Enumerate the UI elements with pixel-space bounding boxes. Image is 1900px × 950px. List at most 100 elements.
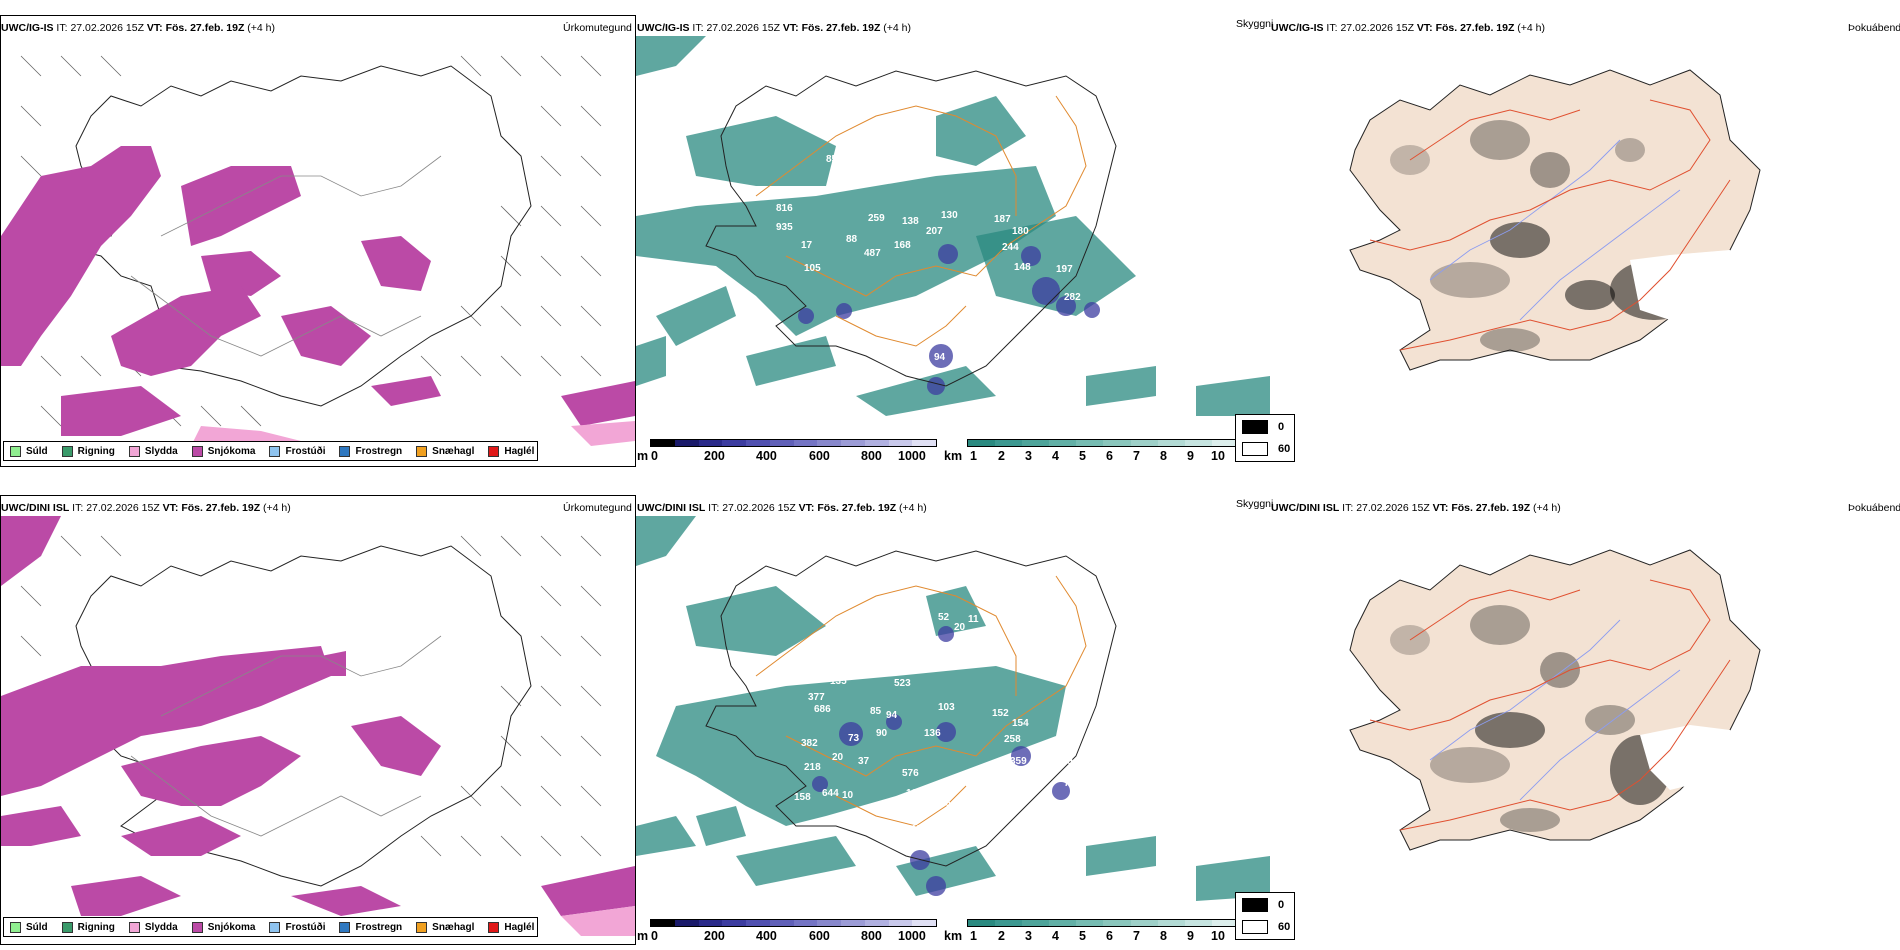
height-label: 377 (808, 692, 825, 703)
height-label: 20 (832, 752, 844, 763)
it-value: 27.02.2026 15Z (70, 22, 144, 34)
road-lines (755, 95, 1087, 347)
it-label: IT: (692, 22, 704, 34)
legend-item-drizzle: Súld (10, 445, 48, 457)
height-label: 130 (932, 822, 949, 833)
vt-value: Fös. 27.feb. 19Z (1435, 22, 1515, 34)
height-label: 168 (894, 240, 911, 251)
height-label: 859 (826, 154, 843, 165)
model-name: UWC/IG-IS (1, 22, 54, 34)
legend-item-sleet: Slydda (128, 921, 178, 933)
height-label: 135 (830, 676, 847, 687)
scale-tick: 200 (704, 449, 725, 463)
scale-tick: 3 (1025, 449, 1032, 463)
height-scale: m 0 200 400 600 800 1000 (636, 919, 939, 949)
iceland-land (1349, 69, 1761, 371)
visibility-map: 315 397 204 252 209 859 436 816 259 138 … (636, 36, 1270, 416)
it-value: 27.02.2026 15Z (706, 22, 780, 34)
visibility-fields (636, 36, 1270, 416)
lead-time: (+4 h) (263, 502, 291, 514)
scale-tick: 600 (809, 449, 830, 463)
precip-legend: Súld Rigning Slydda Snjókoma Frostúði Fr… (3, 917, 538, 937)
scale-tick: 1 (970, 929, 977, 943)
scale-tick: 8 (1160, 449, 1167, 463)
snow-areas (1, 146, 635, 436)
scale-tick: 400 (756, 929, 777, 943)
height-label: 88 (846, 234, 858, 245)
fog-legend: 0 60 (1235, 414, 1295, 462)
legend-item-snow-pellets: Snæhagl (416, 445, 474, 457)
height-label: 152 (992, 708, 1009, 719)
panel-header: UWC/DINI ISL IT: 27.02.2026 15Z VT: Fös.… (637, 502, 927, 514)
scale-tick: 0 (651, 449, 658, 463)
legend-item-snow-pellets: Snæhagl (416, 921, 474, 933)
height-label: 244 (1002, 242, 1019, 253)
precip-panel-row1: UWC/IG-IS IT: 27.02.2026 15Z VT: Fös. 27… (0, 0, 640, 475)
road-lines (755, 575, 1087, 827)
precip-legend: Súld Rigning Slydda Snjókoma Frostúði Fr… (3, 441, 538, 461)
vt-label: VT: (798, 502, 815, 514)
height-label: 644 (822, 788, 839, 799)
model-name: UWC/IG-IS (637, 22, 690, 34)
height-label: 436 (796, 188, 813, 199)
it-label: IT: (708, 502, 720, 514)
legend-item-snow: Snjókoma (191, 445, 255, 457)
height-label: 136 (924, 728, 941, 739)
vt-label: VT: (162, 502, 179, 514)
height-label: 166 (934, 798, 951, 809)
height-label: 397 (918, 130, 935, 141)
scale-tick: 0 (651, 929, 658, 943)
roads (1369, 579, 1731, 831)
scale-tick: 7 (1133, 449, 1140, 463)
scale-tick: 800 (861, 449, 882, 463)
vt-value: Fös. 27.feb. 19Z (817, 502, 897, 514)
sleet-areas (561, 906, 635, 936)
height-label: 154 (1012, 718, 1029, 729)
height-label: 115 (906, 824, 923, 835)
height-label: 218 (804, 762, 821, 773)
height-label: 359 (1010, 756, 1027, 767)
scale-tick: 5 (1079, 929, 1086, 943)
height-label: 17 (801, 240, 813, 251)
height-label: 11 (968, 614, 979, 625)
height-label: 259 (868, 213, 885, 224)
legend-item-sleet: Slydda (128, 445, 178, 457)
legend-item-drizzle: Súld (10, 921, 48, 933)
height-label: 168 (904, 304, 921, 315)
vt-label: VT: (146, 22, 163, 34)
scale-unit: m (637, 929, 649, 943)
vt-label: VT: (1416, 22, 1433, 34)
scale-tick: 5 (1079, 449, 1086, 463)
lead-time: (+4 h) (1517, 22, 1546, 34)
height-label: 85 (870, 706, 882, 717)
legend-item-snow: Snjókoma (191, 921, 255, 933)
it-value: 27.02.2026 15Z (722, 502, 796, 514)
height-label: 686 (814, 704, 831, 715)
height-label: 187 (994, 214, 1011, 225)
scale-tick: 1000 (898, 449, 926, 463)
legend-item-freezing-rain: Frostregn (339, 921, 402, 933)
road-lines (130, 155, 442, 357)
map-frame (0, 495, 636, 945)
vt-value: Fös. 27.feb. 19Z (801, 22, 881, 34)
legend-item-rain: Rigning (61, 921, 115, 933)
lead-time: (+4 h) (883, 22, 912, 34)
height-label: 252 (902, 134, 919, 145)
height-label: 197 (1056, 264, 1073, 275)
it-label: IT: (56, 22, 68, 34)
panel-title: Þokuábendi (1848, 22, 1900, 34)
height-labels: 52 11 20 161 523 135 377 686 85 103 94 1… (794, 612, 1076, 835)
panel-header: UWC/DINI ISL IT: 27.02.2026 15Z VT: Fös.… (1, 502, 291, 514)
legend-item-freezing-drizzle: Frostúði (269, 921, 325, 933)
panel-title: Úrkomutegund (563, 502, 632, 514)
height-label: 180 (1012, 226, 1029, 237)
legend-item-hail: Haglél (488, 921, 534, 933)
height-scale: m 0 200 400 600 800 1000 (636, 439, 939, 469)
scale-tick: 600 (809, 929, 830, 943)
visibility-panel-row2: UWC/DINI ISL IT: 27.02.2026 15Z VT: Fös.… (636, 480, 1273, 950)
height-label: 140 (908, 326, 925, 337)
vt-value: Fös. 27.feb. 19Z (165, 22, 245, 34)
legend-item-freezing-rain: Frostregn (339, 445, 402, 457)
precip-panel-row2: UWC/DINI ISL IT: 27.02.2026 15Z VT: Fös.… (0, 480, 640, 950)
height-label: 73 (848, 733, 860, 744)
